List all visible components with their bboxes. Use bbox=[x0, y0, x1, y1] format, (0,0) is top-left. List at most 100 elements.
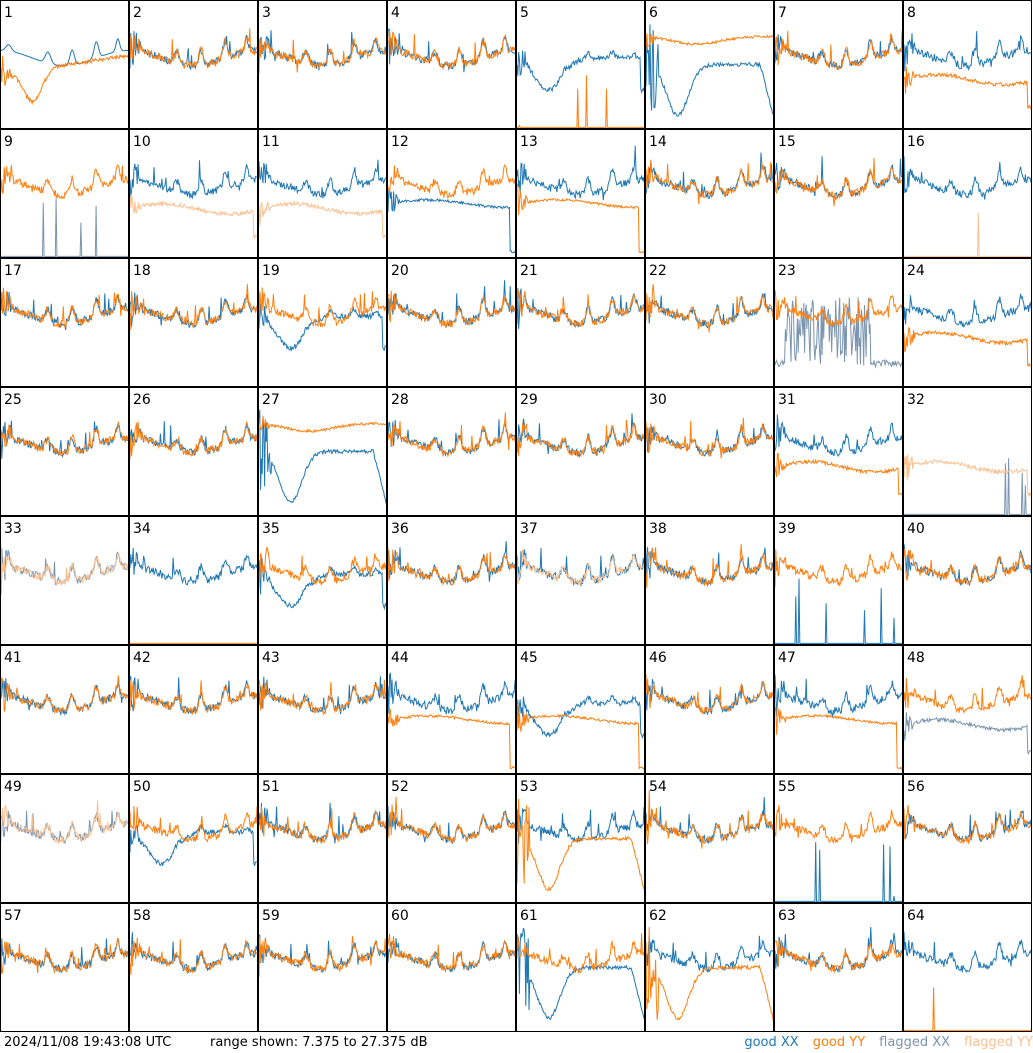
series-yy-line bbox=[0, 545, 129, 587]
panel-border bbox=[516, 516, 645, 645]
panel-48: 48 bbox=[903, 645, 1032, 774]
series-yy-line bbox=[387, 547, 516, 587]
panel-border bbox=[0, 0, 129, 129]
panel-30: 30 bbox=[645, 387, 774, 516]
series-xx-line bbox=[1, 198, 128, 257]
series-yy-line bbox=[258, 679, 387, 716]
series-xx-line bbox=[645, 24, 774, 117]
panel-label: 35 bbox=[262, 521, 280, 537]
panel-border bbox=[516, 903, 645, 1032]
series-xx-line bbox=[258, 676, 387, 715]
panel-10: 10 bbox=[129, 129, 258, 258]
legend-good-yy-pol: YY bbox=[849, 1035, 866, 1050]
series-yy-line bbox=[387, 28, 516, 71]
panel-31: 31 bbox=[774, 387, 903, 516]
panel-background bbox=[516, 258, 645, 387]
series-xx-line bbox=[904, 458, 1031, 515]
panel-25: 25 bbox=[0, 387, 129, 516]
series-yy-line bbox=[258, 287, 387, 328]
panel-border bbox=[129, 129, 258, 258]
panel-18: 18 bbox=[129, 258, 258, 387]
panel-57: 57 bbox=[0, 903, 129, 1032]
series-yy-line bbox=[904, 212, 1031, 257]
legend-flagged-xx: flagged XX bbox=[879, 1035, 950, 1050]
series-yy-line bbox=[645, 927, 774, 1021]
panel-border bbox=[774, 645, 903, 774]
series-yy-line bbox=[387, 163, 516, 200]
panel-border bbox=[258, 258, 387, 387]
panel-label: 2 bbox=[133, 5, 142, 21]
panel-22: 22 bbox=[645, 258, 774, 387]
series-xx-line bbox=[516, 927, 645, 1021]
series-yy-line bbox=[516, 183, 645, 254]
panel-label: 9 bbox=[4, 134, 13, 150]
series-yy-line bbox=[129, 806, 258, 843]
series-yy-line bbox=[774, 549, 903, 588]
panel-23: 23 bbox=[774, 258, 903, 387]
panel-label: 32 bbox=[907, 392, 925, 408]
panel-label: 31 bbox=[778, 392, 796, 408]
panel-label: 37 bbox=[520, 521, 538, 537]
panel-label: 52 bbox=[391, 779, 409, 795]
panel-border bbox=[129, 0, 258, 129]
panel-37: 37 bbox=[516, 516, 645, 645]
panel-54: 54 bbox=[645, 774, 774, 903]
panel-label: 10 bbox=[133, 134, 151, 150]
panel-49: 49 bbox=[0, 774, 129, 903]
series-yy-line bbox=[258, 936, 387, 977]
panel-background bbox=[903, 903, 1032, 1032]
panel-label: 45 bbox=[520, 650, 538, 666]
panel-45: 45 bbox=[516, 645, 645, 774]
panel-background bbox=[774, 387, 903, 516]
series-xx-line bbox=[258, 303, 387, 352]
series-yy-line bbox=[0, 938, 129, 975]
panel-label: 3 bbox=[262, 5, 271, 21]
panel-40: 40 bbox=[903, 516, 1032, 645]
series-yy-line bbox=[129, 420, 258, 459]
panel-background bbox=[903, 387, 1032, 516]
timestamp: 2024/11/08 19:43:08 UTC bbox=[4, 1035, 172, 1050]
panel-label: 43 bbox=[262, 650, 280, 666]
series-yy-line bbox=[774, 805, 903, 845]
panel-border bbox=[774, 387, 903, 516]
panel-label: 23 bbox=[778, 263, 796, 279]
panel-border bbox=[774, 0, 903, 129]
legend-flagged-yy-word: flagged bbox=[964, 1035, 1013, 1050]
panel-label: 29 bbox=[520, 392, 538, 408]
series-yy-line bbox=[774, 289, 903, 327]
panel-58: 58 bbox=[129, 903, 258, 1032]
panel-label: 8 bbox=[907, 5, 916, 21]
panel-label: 24 bbox=[907, 263, 925, 279]
series-yy-line bbox=[387, 796, 516, 844]
panel-background bbox=[645, 258, 774, 387]
panel-border bbox=[903, 0, 1032, 129]
panel-42: 42 bbox=[129, 645, 258, 774]
series-yy-line bbox=[903, 454, 1032, 498]
panel-60: 60 bbox=[387, 903, 516, 1032]
panel-label: 17 bbox=[4, 263, 22, 279]
series-yy-line bbox=[516, 289, 645, 329]
panel-border bbox=[387, 387, 516, 516]
panel-2: 2 bbox=[129, 0, 258, 129]
panel-14: 14 bbox=[645, 129, 774, 258]
panel-border bbox=[129, 645, 258, 774]
series-xx-line bbox=[258, 555, 387, 611]
panel-label: 38 bbox=[649, 521, 667, 537]
panel-border bbox=[387, 903, 516, 1032]
panel-border bbox=[387, 258, 516, 387]
panel-border bbox=[387, 516, 516, 645]
panel-border bbox=[774, 129, 903, 258]
series-yy-line bbox=[645, 674, 774, 715]
panel-border bbox=[774, 516, 903, 645]
panel-background bbox=[774, 0, 903, 129]
panel-53: 53 bbox=[516, 774, 645, 903]
series-yy-line bbox=[774, 30, 903, 71]
panel-background bbox=[516, 645, 645, 774]
panel-border bbox=[0, 516, 129, 645]
panel-border bbox=[0, 258, 129, 387]
panel-label: 28 bbox=[391, 392, 409, 408]
panel-label: 48 bbox=[907, 650, 925, 666]
series-xx-line bbox=[516, 50, 645, 95]
panel-border bbox=[516, 258, 645, 387]
panel-56: 56 bbox=[903, 774, 1032, 903]
